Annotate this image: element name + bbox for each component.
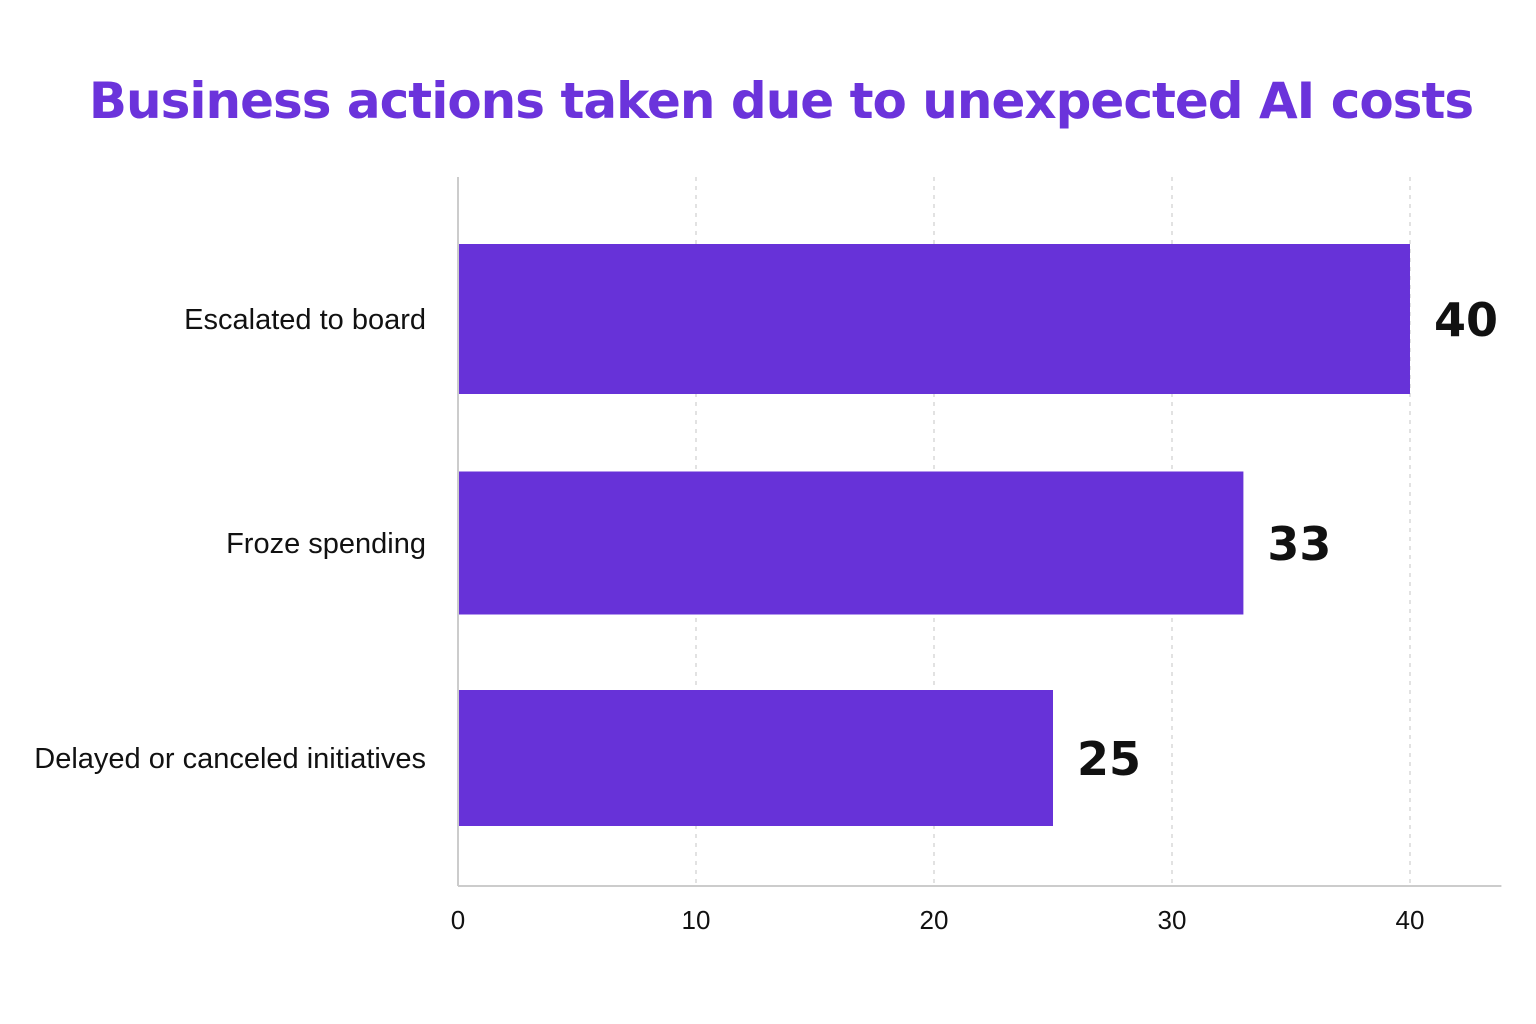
x-tick-label: 20 (920, 905, 949, 935)
axes (457, 177, 1502, 887)
category-label: Escalated to board (184, 304, 426, 336)
data-label: 40 (1434, 293, 1498, 347)
category-label: Froze spending (226, 528, 426, 560)
x-tick-label: 30 (1158, 905, 1187, 935)
x-tick-label: 40 (1396, 905, 1425, 935)
data-label: 33 (1267, 517, 1331, 571)
x-tick-label: 10 (682, 905, 711, 935)
bar (458, 690, 1053, 826)
chart-title: Business actions taken due to unexpected… (88, 72, 1474, 130)
data-label: 25 (1077, 732, 1141, 786)
bar (458, 471, 1244, 615)
x-tick-label: 0 (451, 905, 465, 935)
labels: 0 10 20 30 40 Escalated to board 40 Froze spend… (34, 293, 1498, 935)
category-label: Delayed or canceled initiatives (34, 743, 426, 775)
bars (458, 244, 1410, 826)
bar (458, 244, 1410, 394)
